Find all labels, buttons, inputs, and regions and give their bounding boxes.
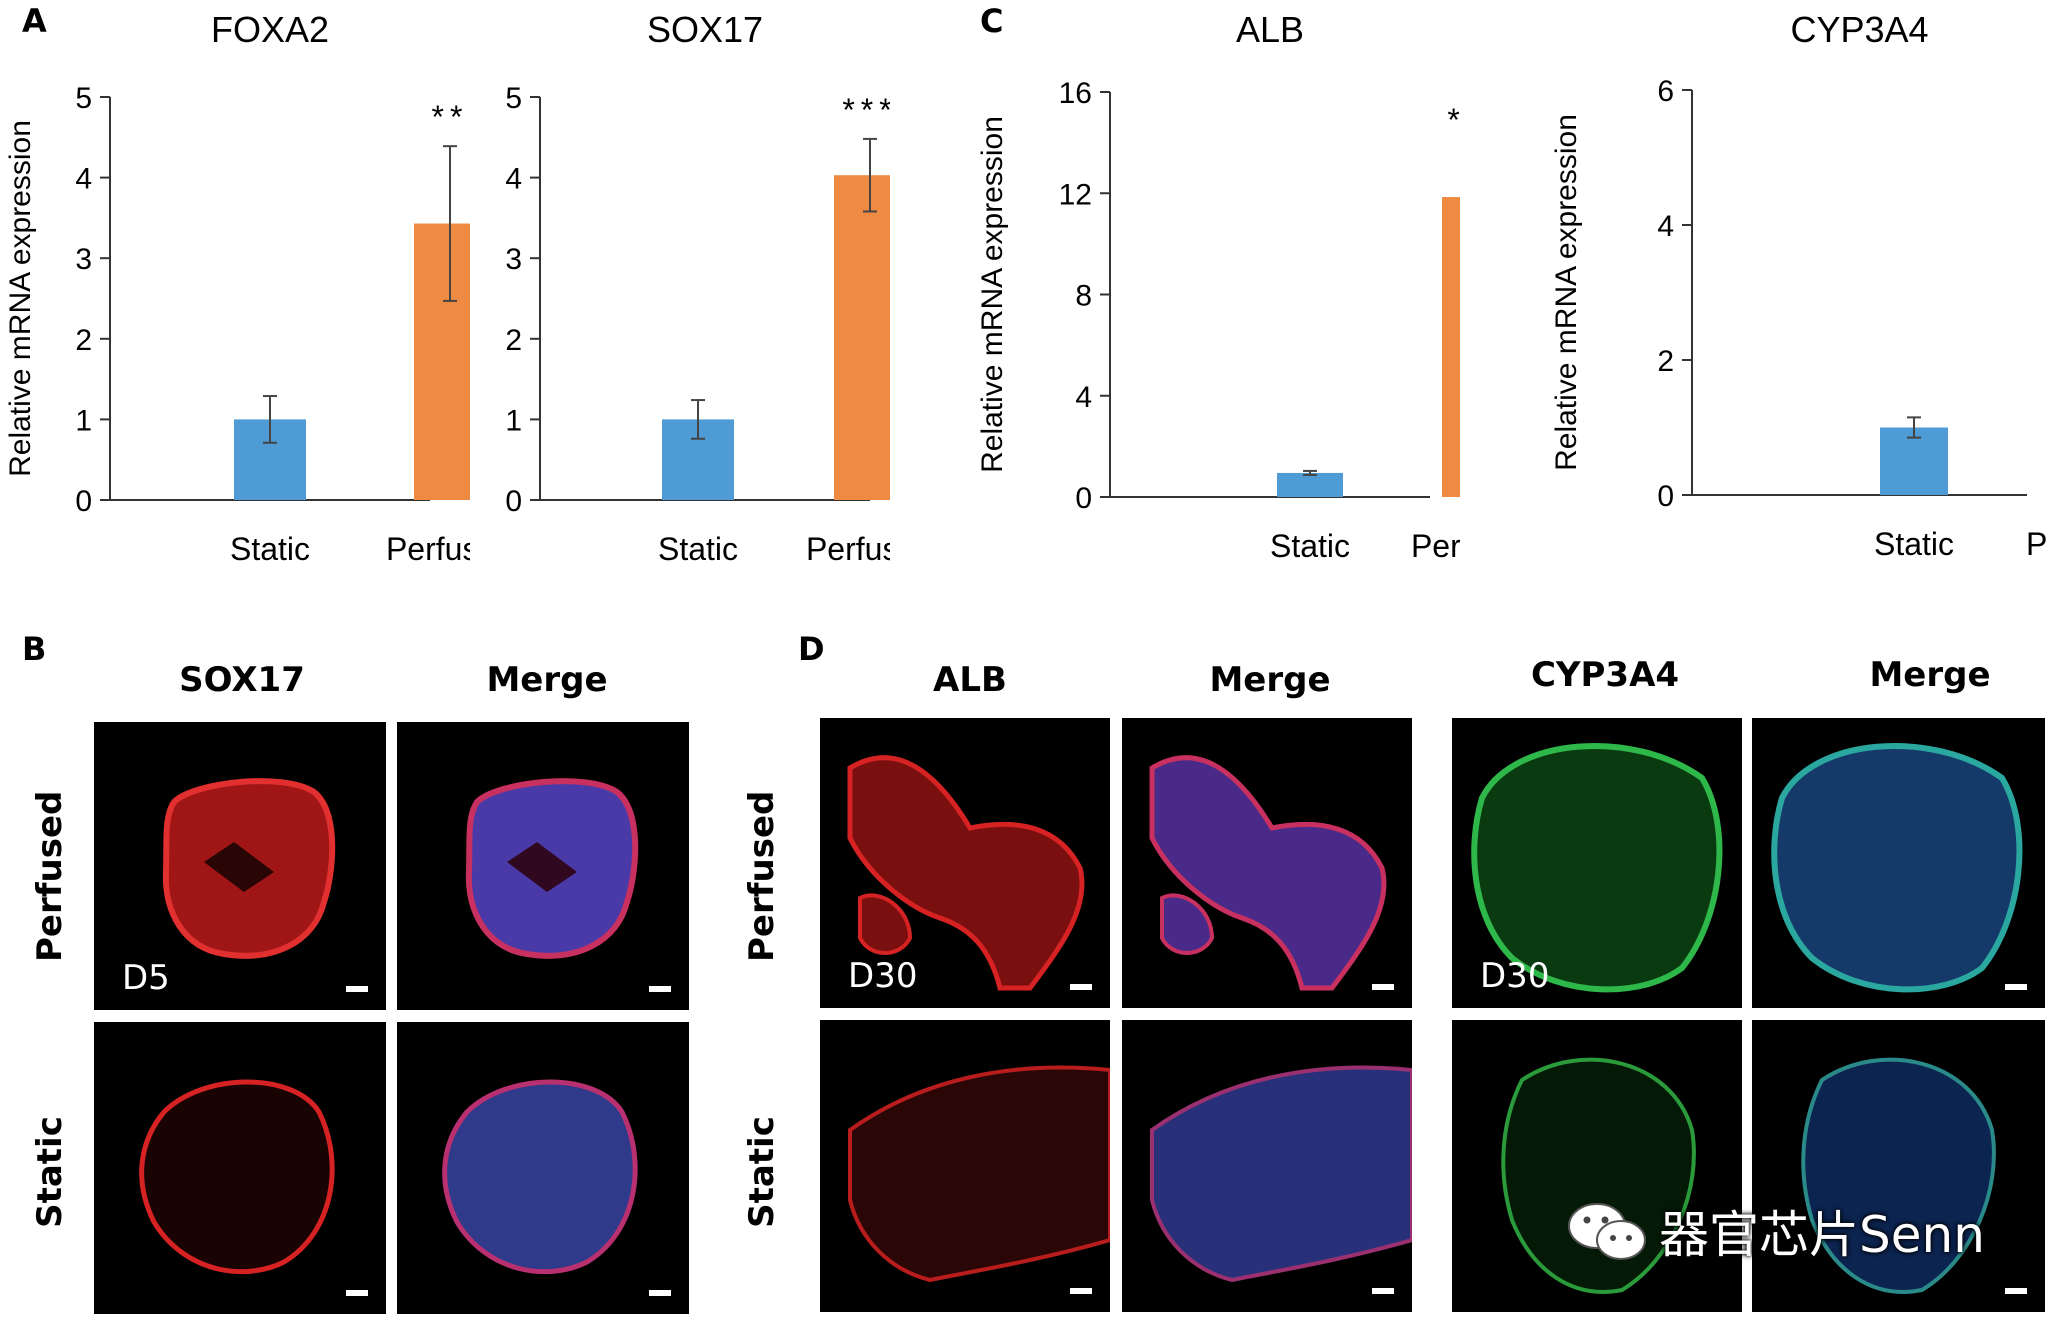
panel-letter-d: D: [798, 630, 825, 668]
bar-static: [1277, 472, 1343, 497]
bar-perfused: [414, 223, 470, 501]
day-label: D30: [848, 956, 918, 996]
panel-letter-b: B: [22, 630, 47, 668]
scale-bar: [2005, 1288, 2027, 1294]
bar-perfused: [1442, 197, 1460, 497]
y-tick-label: 0: [1075, 482, 1092, 515]
micrograph-d-cyp3a4-static: [1452, 1020, 1742, 1312]
panel-d-row-perfused: Perfused: [742, 790, 782, 962]
y-axis-label: Relative mRNA expression: [4, 120, 37, 477]
y-tick-label: 1: [75, 404, 92, 437]
chart-sox17: SOX17 0 1 2 3 4 5 Static Perfused ***: [505, 9, 890, 567]
chart-foxa2: FOXA2 0 1 2 3 4 5 Relative mRNA expression Stati…: [4, 9, 470, 567]
y-tick-label: 6: [1657, 75, 1674, 108]
panel-b-row-static: Static: [30, 1116, 70, 1228]
panel-d-title-cyp3a4: CYP3A4: [1530, 655, 1680, 695]
day-label: D5: [122, 958, 170, 998]
y-tick-label: 12: [1059, 178, 1092, 211]
scale-bar: [649, 986, 671, 992]
chart-title: SOX17: [647, 9, 763, 50]
category-label: Perfused: [386, 531, 470, 567]
panel-letter-c: C: [980, 2, 1004, 40]
y-tick-label: 16: [1059, 77, 1092, 110]
micrograph-d-alb-perfused: D30: [820, 718, 1110, 1008]
scale-bar: [1070, 984, 1092, 990]
category-label: Perfused: [806, 531, 890, 567]
category-label: Perfused: [1411, 528, 1460, 564]
scale-bar: [1070, 1288, 1092, 1294]
chart-title: CYP3A4: [1790, 9, 1928, 50]
significance-stars: ***: [1447, 102, 1460, 138]
significance-stars: **: [432, 99, 469, 135]
panel-d-title-merge-1: Merge: [1209, 660, 1331, 700]
category-label: Static: [658, 531, 738, 567]
scale-bar: [1372, 984, 1394, 990]
micrograph-b-merge-static: [397, 1022, 689, 1314]
y-axis-label: Relative mRNA expression: [976, 116, 1009, 473]
category-label: Static: [1270, 528, 1350, 564]
panel-b-row-perfused: Perfused: [30, 790, 70, 962]
micrograph-b-merge-perfused: [397, 722, 689, 1010]
micrograph-b-sox17-static: [94, 1022, 386, 1314]
y-tick-label: 2: [75, 324, 92, 357]
y-tick-label: 8: [1075, 280, 1092, 313]
micrograph-d-alb-static: [820, 1020, 1110, 1312]
day-label: D30: [1480, 956, 1550, 996]
y-tick-label: 3: [505, 243, 522, 276]
y-tick-label: 4: [1075, 381, 1092, 414]
watermark-text: 器官芯片Senn: [1659, 1206, 1985, 1264]
panel-b-title-merge: Merge: [486, 660, 608, 700]
significance-stars: ***: [842, 92, 890, 128]
y-tick-label: 3: [75, 243, 92, 276]
y-tick-label: 1: [505, 404, 522, 437]
category-label: Static: [1874, 526, 1954, 562]
scale-bar: [346, 1290, 368, 1296]
y-tick-label: 2: [1657, 345, 1674, 378]
panel-d-title-alb: ALB: [933, 660, 1007, 700]
y-tick-label: 5: [75, 82, 92, 115]
category-label: Perfused: [2026, 526, 2047, 562]
wechat-icon: [1568, 1203, 1646, 1260]
micrograph-d-merge-perfused-alb: [1122, 718, 1412, 1008]
micrograph-d-cyp3a4-perfused: D30: [1452, 718, 1742, 1008]
y-tick-label: 0: [505, 485, 522, 518]
scale-bar: [346, 986, 368, 992]
chart-title: ALB: [1236, 9, 1304, 50]
micrograph-b-sox17-perfused: D5: [94, 722, 386, 1010]
scale-bar: [1372, 1288, 1394, 1294]
panel-b-title-sox17: SOX17: [179, 660, 305, 700]
scale-bar: [2005, 984, 2027, 990]
scale-bar: [649, 1290, 671, 1296]
panel-letter-a: A: [22, 2, 47, 40]
bar-static: [1880, 427, 1948, 495]
chart-title: FOXA2: [211, 9, 329, 50]
y-axis-label: Relative mRNA expression: [1550, 114, 1583, 471]
y-tick-label: 4: [1657, 210, 1674, 243]
bar-perfused: [834, 175, 890, 500]
micrograph-d-merge-static-cyp3a4: [1752, 1020, 2045, 1312]
chart-cyp3a4: CYP3A4 0 2 4 6 Relative mRNA expression Static…: [1550, 9, 2047, 562]
panel-d-row-static: Static: [742, 1116, 782, 1228]
y-tick-label: 2: [505, 324, 522, 357]
y-tick-label: 0: [75, 485, 92, 518]
panel-d-title-merge-2: Merge: [1869, 655, 1991, 695]
watermark: 器官芯片Senn: [1565, 1195, 1985, 1267]
micrograph-d-merge-static-alb: [1122, 1020, 1412, 1312]
category-label: Static: [230, 531, 310, 567]
y-tick-label: 5: [505, 82, 522, 115]
micrograph-d-merge-perfused-cyp3a4: [1752, 718, 2045, 1008]
y-tick-label: 0: [1657, 480, 1674, 513]
chart-alb: ALB 0 4 8 12 16 Relative mRNA expression Static…: [976, 9, 1460, 564]
y-tick-label: 4: [75, 163, 92, 196]
y-tick-label: 4: [505, 163, 522, 196]
